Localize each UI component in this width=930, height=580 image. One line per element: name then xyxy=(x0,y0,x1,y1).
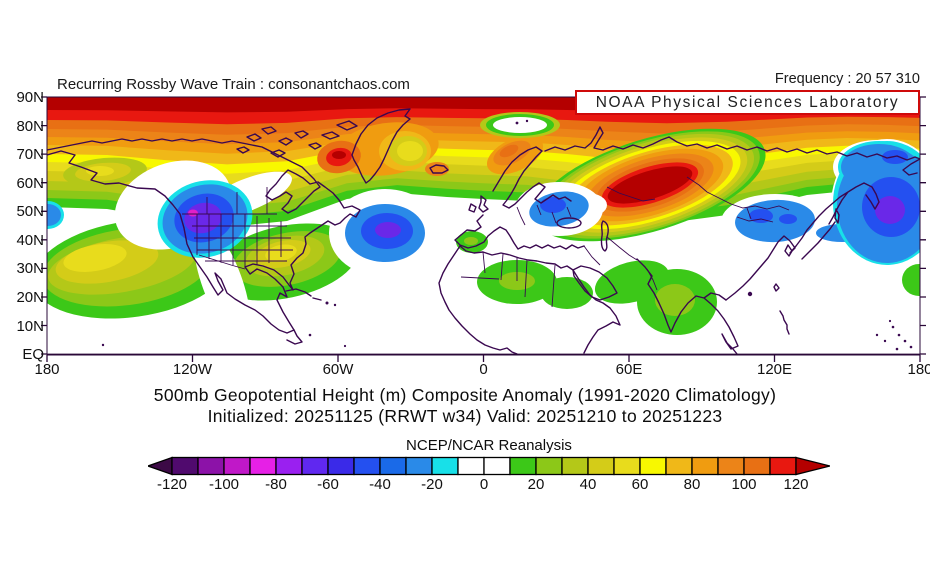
colorbar-cell xyxy=(665,456,693,476)
noaa-psl-label: NOAA Physical Sciences Laboratory xyxy=(595,93,900,111)
caption-subtitle: Initialized: 20251125 (RRWT w34) Valid: … xyxy=(207,406,723,426)
colorbar-tick-label: -60 xyxy=(317,476,339,493)
alaska-positive-anomaly xyxy=(63,157,147,187)
iberia-green xyxy=(456,231,488,253)
colorbar-cell xyxy=(431,456,459,476)
colorbar-tick-label: -80 xyxy=(265,476,287,493)
colorbar-right-arrow xyxy=(795,456,830,476)
frequency-text: Frequency : 20 57 310 xyxy=(774,71,920,87)
caption-title: 500mb Geopotential Height (m) Composite … xyxy=(153,385,777,405)
colorbar-cell xyxy=(691,456,719,476)
colorbar-cell xyxy=(743,456,771,476)
colorbar-title: NCEP/NCAR Reanalysis xyxy=(406,437,572,454)
map-fill-layers xyxy=(47,97,920,355)
figure-caption: 500mb Geopotential Height (m) Composite … xyxy=(35,385,895,427)
lon-label: 60W xyxy=(322,361,354,378)
colorbar-cell xyxy=(639,456,667,476)
right-edge-green-wedge xyxy=(902,264,920,296)
svalbard-neutral-oval xyxy=(480,112,560,138)
watermark-text: Recurring Rossby Wave Train : consonantc… xyxy=(57,76,410,93)
colorbar-cell xyxy=(249,456,277,476)
colorbar-tick-label: 80 xyxy=(683,476,701,493)
lon-label: 120W xyxy=(172,361,213,378)
colorbar-cell xyxy=(327,456,355,476)
lat-label: EQ xyxy=(22,346,44,364)
anomaly-map xyxy=(41,96,926,362)
colorbar-tick-label: 120 xyxy=(783,476,809,493)
lat-label: 10N xyxy=(16,317,44,335)
lon-ticks xyxy=(46,355,921,362)
colorbar-cell xyxy=(405,456,433,476)
political-borders xyxy=(182,176,790,308)
colorbar xyxy=(148,456,830,476)
colorbar-tick-label: -100 xyxy=(208,476,240,493)
lon-label: 60E xyxy=(615,361,643,378)
lat-label: 60N xyxy=(16,174,44,192)
lat-label: 40N xyxy=(16,231,44,249)
colorbar-cell xyxy=(769,456,797,476)
colorbar-cell xyxy=(275,456,303,476)
lat-ticks xyxy=(41,96,926,355)
lon-label: 0 xyxy=(479,361,488,378)
colorbar-cell xyxy=(717,456,745,476)
colorbar-cell xyxy=(353,456,381,476)
colorbar-tick-label: 0 xyxy=(479,476,489,493)
colorbar-cell xyxy=(223,456,251,476)
colorbar-cell xyxy=(483,456,511,476)
colorbar-tick-labels: -120 -100 -80 -60 -40 -20 0 20 40 60 80 100 120 xyxy=(148,476,830,494)
colorbar-tick-label: 20 xyxy=(527,476,545,493)
colorbar-cell xyxy=(197,456,225,476)
lon-label: 180 xyxy=(907,361,930,378)
colorbar-cell xyxy=(587,456,615,476)
lat-label: 30N xyxy=(16,260,44,278)
colorbar-cell xyxy=(379,456,407,476)
colorbar-cell xyxy=(509,456,537,476)
lat-label: 80N xyxy=(16,117,44,135)
lat-label: 20N xyxy=(16,288,44,306)
lat-label: 70N xyxy=(16,146,44,164)
colorbar-tick-label: -40 xyxy=(369,476,391,493)
colorbar-tick-label: -20 xyxy=(421,476,443,493)
colorbar-left-arrow xyxy=(148,456,173,476)
colorbar-cell xyxy=(171,456,199,476)
colorbar-tick-label: 100 xyxy=(731,476,757,493)
noaa-psl-box: NOAA Physical Sciences Laboratory xyxy=(575,90,920,115)
coastlines xyxy=(47,108,920,355)
colorbar-cells xyxy=(171,456,797,476)
colorbar-cell xyxy=(457,456,485,476)
atlantic-negative-anomaly xyxy=(345,204,425,262)
map-frame xyxy=(41,96,926,362)
lat-label: 90N xyxy=(16,89,44,106)
colorbar-tick-label: -120 xyxy=(156,476,188,493)
colorbar-cell xyxy=(613,456,641,476)
lat-label: 50N xyxy=(16,203,44,221)
lon-label: 180 xyxy=(34,361,60,378)
colorbar-tick-label: 40 xyxy=(579,476,597,493)
colorbar-cell xyxy=(561,456,589,476)
colorbar-tick-label: 60 xyxy=(631,476,649,493)
dateline-negative-anomaly xyxy=(47,201,64,229)
island-specks xyxy=(101,119,913,351)
colorbar-cell xyxy=(535,456,563,476)
colorbar-cell xyxy=(301,456,329,476)
india-green xyxy=(594,260,717,335)
lon-label: 120E xyxy=(756,361,793,378)
